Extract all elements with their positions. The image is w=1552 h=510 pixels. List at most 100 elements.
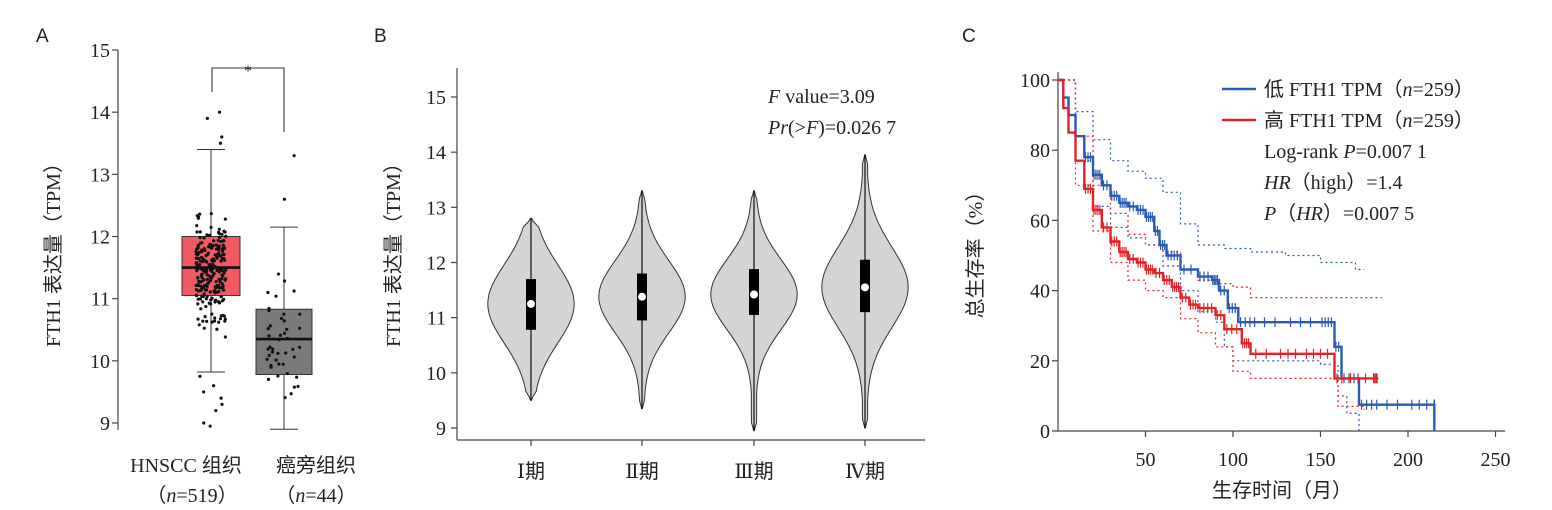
pr-italic-f: F: [805, 117, 819, 139]
data-point: [202, 292, 206, 296]
legend-high-rest: =259）: [1413, 109, 1474, 132]
data-point: [195, 224, 199, 228]
outlier-point: [282, 197, 287, 201]
panel-c-xtick: 200: [1393, 449, 1423, 471]
panel-b-ytick: 12: [426, 253, 446, 275]
panel-b-ytick: 10: [426, 363, 446, 385]
data-point: [200, 250, 204, 254]
outlier-point: [220, 135, 224, 139]
data-point: [217, 320, 221, 324]
data-point: [282, 312, 286, 316]
panel-a-label: A: [36, 26, 49, 47]
data-point: [205, 233, 209, 237]
group-n-hnscc: （n=519）: [146, 484, 237, 507]
data-point: [202, 236, 206, 240]
panel-b-xtick: Ⅱ期: [625, 461, 659, 483]
ci-line-low-upper: [1058, 79, 1365, 271]
panel-a-ytick: 14: [90, 102, 110, 124]
data-point: [284, 351, 288, 355]
data-point: [197, 280, 202, 284]
data-point: [222, 314, 226, 318]
panel-a-plot: [112, 49, 313, 430]
panel-c-ytick: 0: [1040, 421, 1050, 443]
data-point: [283, 396, 287, 400]
data-point: [210, 312, 214, 316]
data-point: [282, 279, 287, 283]
panel-a-ytick: 12: [90, 227, 110, 249]
data-point: [267, 334, 271, 338]
panel-b-y-ticks: 9 10 11 12 13 14 15: [426, 87, 446, 440]
n-open-paren: （: [275, 484, 295, 507]
data-point: [217, 277, 221, 281]
data-point: [213, 253, 217, 257]
hr-text: HR（high）=1.4: [1263, 171, 1403, 194]
data-point: [221, 274, 225, 278]
data-point: [219, 294, 223, 299]
data-point: [270, 350, 274, 354]
data-point: [208, 244, 212, 248]
data-point: [205, 319, 209, 324]
outlier-point: [292, 154, 296, 158]
data-point: [298, 345, 302, 350]
data-point: [195, 263, 199, 267]
data-point: [204, 259, 208, 264]
data-point: [209, 302, 213, 306]
data-point: [196, 276, 200, 280]
logrank-text: Log-rank P=0.007 1: [1264, 141, 1427, 163]
data-point: [216, 252, 220, 256]
data-point: [205, 284, 209, 288]
data-point: [200, 241, 204, 245]
legend-low-n: n: [1403, 79, 1413, 101]
data-point: [216, 230, 221, 235]
data-point: [208, 279, 213, 283]
panel-b-ytick: 11: [427, 308, 446, 330]
logrank-p: P: [1342, 141, 1355, 163]
data-point: [224, 268, 228, 272]
panel-b-ytick: 14: [426, 142, 446, 164]
violin-median-dot: [638, 292, 646, 301]
data-point: [224, 234, 228, 239]
data-point: [218, 280, 222, 284]
data-point: [276, 374, 280, 378]
panel-c: C 0 20 40 60 80 100 50 100 150 200 250 总…: [962, 26, 1511, 502]
data-point: [198, 235, 202, 240]
data-point: [220, 232, 224, 237]
data-point: [289, 392, 293, 396]
data-point: [195, 253, 200, 257]
data-point: [198, 230, 202, 234]
data-point: [211, 273, 215, 277]
panel-b-x-ticks: Ⅰ期 Ⅱ期 Ⅲ期 Ⅳ期: [517, 461, 885, 483]
data-point: [271, 347, 275, 351]
data-point: [292, 355, 296, 359]
data-point: [223, 258, 227, 262]
data-point: [195, 247, 199, 251]
data-point: [221, 252, 225, 256]
data-point: [215, 268, 219, 273]
panel-a-ytick: 13: [90, 164, 110, 186]
panel-b-y-axis-label: FTH1 表达量（TPM）: [382, 153, 405, 347]
f-value-annotation: F value=3.09: [767, 86, 875, 108]
data-point: [209, 276, 213, 280]
data-point: [224, 277, 228, 281]
outlier-point: [198, 374, 202, 378]
legend-high-n: n: [1403, 110, 1413, 132]
data-point: [223, 230, 227, 234]
data-point: [214, 280, 218, 284]
panel-c-x-axis-label: 生存时间（月）: [1212, 479, 1352, 502]
data-point: [295, 375, 299, 379]
significance-star: *: [244, 63, 252, 80]
data-point: [279, 316, 284, 321]
data-point: [214, 243, 218, 247]
data-point: [196, 283, 201, 288]
violin-median-dot: [750, 290, 758, 299]
data-point: [215, 256, 219, 260]
data-point: [217, 270, 221, 274]
data-point: [194, 293, 198, 297]
data-point: [217, 286, 222, 290]
data-point: [274, 294, 278, 298]
panel-c-label: C: [962, 26, 976, 47]
data-point: [209, 225, 213, 229]
data-point: [201, 294, 205, 299]
data-point: [211, 262, 215, 267]
panel-a-ytick: 11: [91, 289, 110, 311]
